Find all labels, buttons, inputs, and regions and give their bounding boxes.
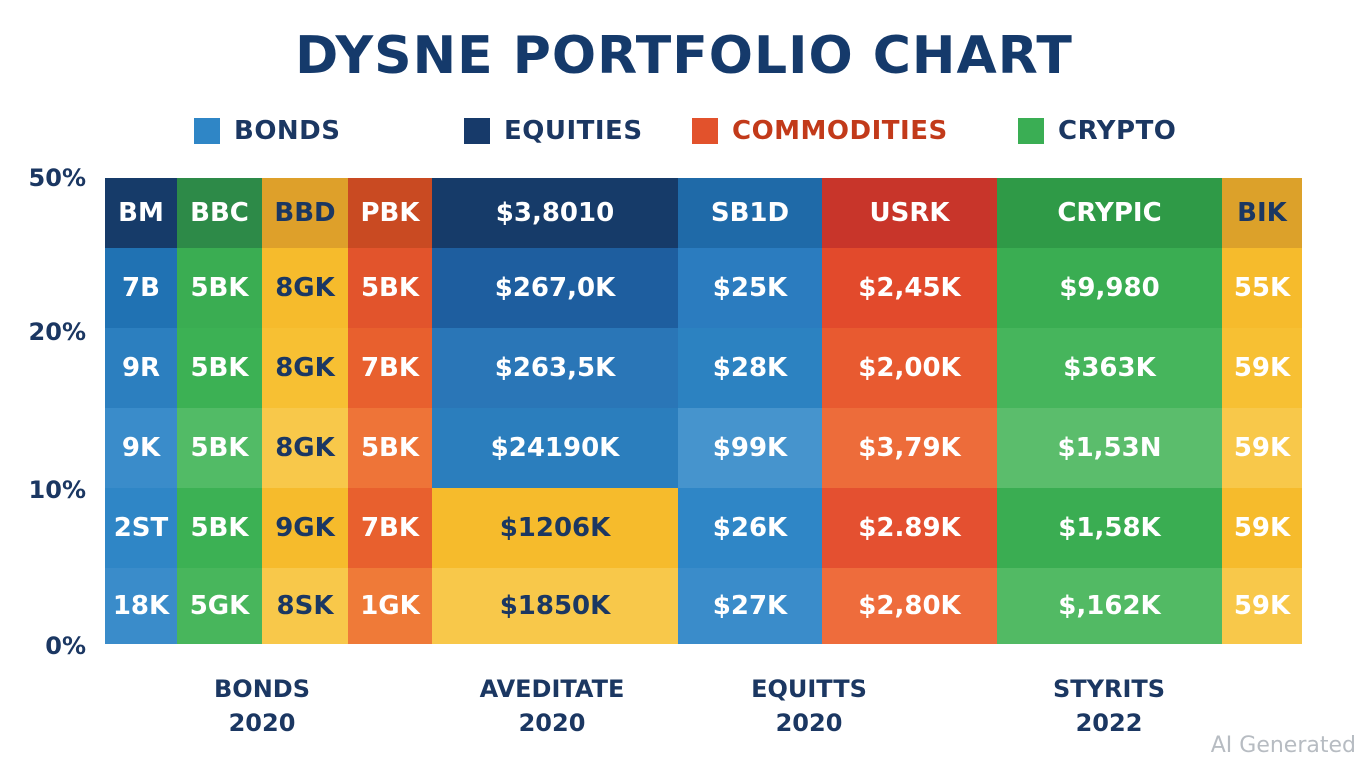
- table-cell: $,162K: [997, 568, 1222, 644]
- x-label-line: BONDS: [214, 675, 310, 703]
- legend-label-equities: EQUITIES: [504, 116, 643, 146]
- table-cell: $28K: [678, 328, 822, 408]
- table-cell: BIK: [1222, 178, 1302, 248]
- legend-item-equities: EQUITIES: [464, 116, 643, 146]
- table-cell: BM: [105, 178, 177, 248]
- table-cell: $9,980: [997, 248, 1222, 328]
- table-cell: 59K: [1222, 328, 1302, 408]
- table-cell: USRK: [822, 178, 997, 248]
- table-cell: $3,79K: [822, 408, 997, 488]
- table-cell: 8GK: [262, 408, 348, 488]
- table-cell: $99K: [678, 408, 822, 488]
- chart-title: DYSNE PORTFOLIO CHART: [295, 26, 1073, 86]
- x-label-year: 2020: [775, 709, 843, 737]
- table-cell: $25K: [678, 248, 822, 328]
- table-cell: 9R: [105, 328, 177, 408]
- x-label-year: 2020: [228, 709, 296, 737]
- legend-label-commodities: COMMODITIES: [732, 116, 948, 146]
- table-cell: BBD: [262, 178, 348, 248]
- table-cell: 5BK: [177, 328, 262, 408]
- y-tick-label: 20%: [28, 318, 86, 346]
- legend-swatch-equities: [464, 118, 490, 144]
- table-cell: $1,58K: [997, 488, 1222, 568]
- legend-swatch-bonds: [194, 118, 220, 144]
- legend-item-crypto: CRYPTO: [1018, 116, 1176, 146]
- table-cell: SB1D: [678, 178, 822, 248]
- table-cell: $1206K: [432, 488, 678, 568]
- table-cell: $1850K: [432, 568, 678, 644]
- y-tick-label: 0%: [45, 632, 86, 660]
- x-label-line: STYRITS: [1052, 675, 1166, 703]
- table-cell: 59K: [1222, 408, 1302, 488]
- x-label-year: 2022: [1075, 709, 1143, 737]
- y-tick-label: 50%: [28, 164, 86, 192]
- table-cell: PBK: [348, 178, 432, 248]
- table-cell: 7B: [105, 248, 177, 328]
- legend-swatch-crypto: [1018, 118, 1044, 144]
- legend-swatch-commodities: [692, 118, 718, 144]
- table-cell: $26K: [678, 488, 822, 568]
- table-cell: 8SK: [262, 568, 348, 644]
- table-cell: $363K: [997, 328, 1222, 408]
- table-cell: $27K: [678, 568, 822, 644]
- table-cell: 5BK: [348, 248, 432, 328]
- table-cell: 8GK: [262, 328, 348, 408]
- legend-item-bonds: BONDS: [194, 116, 341, 146]
- legend-item-commodities: COMMODITIES: [692, 116, 948, 146]
- portfolio-grid: BM BBC BBD PBK $3,8010 SB1D USRK CRYPIC BIK 7B 5BK…: [105, 178, 1302, 644]
- legend-label-crypto: CRYPTO: [1058, 116, 1177, 146]
- x-label-line: AVEDITATE: [479, 675, 625, 703]
- table-cell: 9GK: [262, 488, 348, 568]
- legend-label-bonds: BONDS: [234, 116, 341, 146]
- table-cell: 59K: [1222, 568, 1302, 644]
- table-cell: 8GK: [262, 248, 348, 328]
- x-label-line: EQUITTS: [751, 675, 867, 703]
- legend: BONDS EQUITIES COMMODITIES CRYPTO: [0, 116, 1368, 156]
- table-cell: $24190K: [432, 408, 678, 488]
- table-cell: 5BK: [177, 488, 262, 568]
- table-cell: 5GK: [177, 568, 262, 644]
- table-cell: 5BK: [177, 408, 262, 488]
- table-cell: 9K: [105, 408, 177, 488]
- x-label-group-1: BONDS 2020: [132, 672, 392, 740]
- x-label-year: 2020: [518, 709, 586, 737]
- x-label-group-4: STYRITS 2022: [979, 672, 1239, 740]
- x-label-group-2: AVEDITATE 2020: [422, 672, 682, 740]
- table-cell: 55K: [1222, 248, 1302, 328]
- table-cell: $1,53N: [997, 408, 1222, 488]
- x-label-group-3: EQUITTS 2020: [679, 672, 939, 740]
- table-cell: $2.89K: [822, 488, 997, 568]
- y-tick-label: 10%: [28, 476, 86, 504]
- table-cell: 7BK: [348, 328, 432, 408]
- table-cell: 1GK: [348, 568, 432, 644]
- table-cell: 5BK: [177, 248, 262, 328]
- table-cell: 59K: [1222, 488, 1302, 568]
- table-cell: CRYPIC: [997, 178, 1222, 248]
- table-cell: $263,5K: [432, 328, 678, 408]
- table-cell: $2,00K: [822, 328, 997, 408]
- table-cell: 18K: [105, 568, 177, 644]
- watermark: AI Generated: [1210, 733, 1356, 758]
- table-cell: $267,0K: [432, 248, 678, 328]
- table-cell: $2,45K: [822, 248, 997, 328]
- table-cell: 7BK: [348, 488, 432, 568]
- table-cell: $2,80K: [822, 568, 997, 644]
- table-cell: $3,8010: [432, 178, 678, 248]
- table-cell: 2ST: [105, 488, 177, 568]
- table-cell: 5BK: [348, 408, 432, 488]
- table-cell: BBC: [177, 178, 262, 248]
